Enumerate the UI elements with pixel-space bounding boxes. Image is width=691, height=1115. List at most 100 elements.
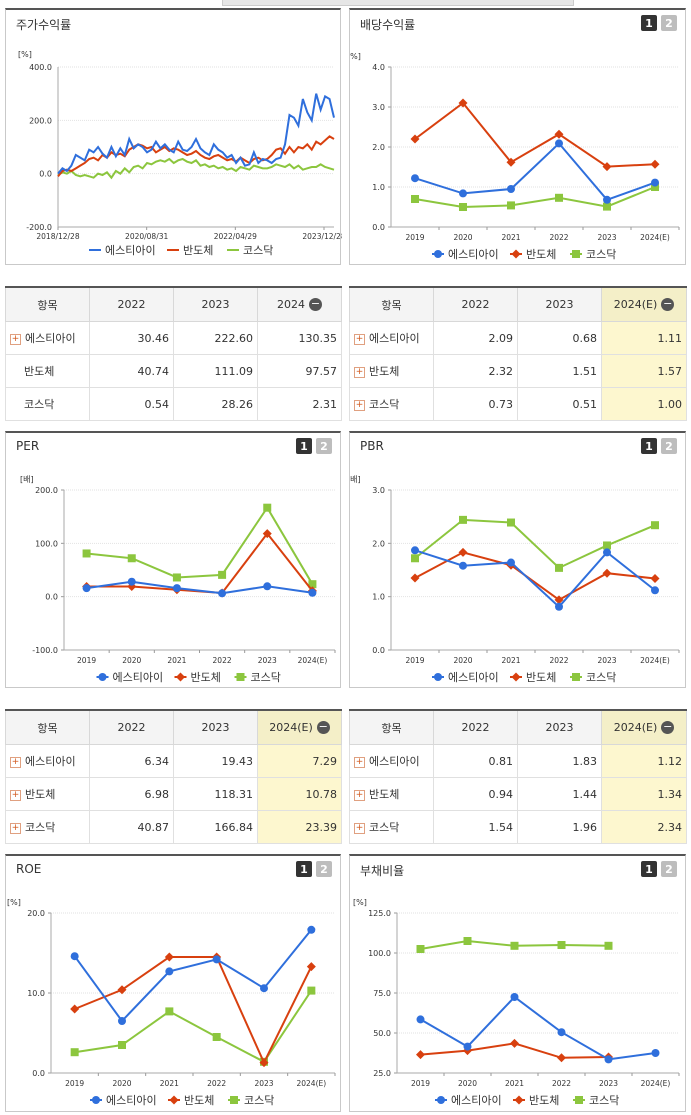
data-point: [459, 189, 467, 198]
header-2022: 2022: [433, 709, 518, 745]
data-point: [651, 586, 659, 595]
x-tick-label: 2022: [213, 656, 232, 665]
expand-icon[interactable]: +: [10, 789, 21, 801]
header-2024e: 2024(E) −: [601, 286, 687, 322]
page-2-button[interactable]: 2: [661, 438, 677, 454]
row-label: 반도체: [24, 365, 55, 378]
row-label: 코스닥: [369, 398, 400, 411]
y-tick-label: 0.0: [372, 646, 385, 655]
data-point: [260, 984, 268, 993]
legend-label: 반도체: [526, 248, 556, 261]
panel-title: 배당수익률: [360, 18, 416, 32]
expand-icon[interactable]: +: [354, 789, 365, 801]
data-point: [308, 588, 317, 597]
row-name[interactable]: + 코스닥: [349, 810, 434, 844]
table-row: + 에스티아이 0.81 1.83 1.12: [349, 744, 687, 778]
x-tick-label: 2019: [65, 1079, 84, 1088]
collapse-icon[interactable]: −: [661, 297, 675, 312]
data-point: [507, 201, 515, 210]
data-point: [218, 589, 227, 598]
data-point: [165, 1007, 174, 1016]
data-point: [555, 139, 563, 148]
row-label: 코스닥: [24, 398, 55, 411]
legend-label: 에스티아이: [105, 244, 156, 257]
page-2-button[interactable]: 2: [316, 438, 332, 454]
series-line: [414, 186, 656, 209]
page-2-button[interactable]: 2: [661, 15, 677, 31]
row-name[interactable]: + 반도체: [349, 777, 434, 811]
legend-label: 코스닥: [251, 671, 281, 684]
row-label: 에스티아이: [369, 332, 420, 345]
row-name[interactable]: + 코스닥: [5, 810, 90, 844]
expand-icon[interactable]: +: [10, 822, 21, 834]
collapse-icon[interactable]: −: [309, 297, 322, 312]
expand-icon[interactable]: +: [10, 333, 21, 345]
row-name[interactable]: + 반도체: [349, 354, 434, 388]
data-point: [263, 582, 272, 591]
page-1-button[interactable]: 1: [641, 15, 657, 31]
data-point: [572, 250, 580, 258]
page-1-button[interactable]: 1: [641, 438, 657, 454]
series-line: [86, 580, 313, 595]
data-point: [165, 967, 174, 976]
collapse-icon[interactable]: −: [661, 720, 675, 735]
x-tick-label: 2019: [77, 656, 96, 665]
top-strip: [222, 0, 574, 6]
series-line: [414, 518, 656, 570]
unit-label: [배]: [350, 475, 361, 484]
cell: 6.34: [89, 744, 174, 778]
expand-icon[interactable]: +: [10, 756, 21, 768]
expand-icon[interactable]: +: [354, 333, 365, 345]
cell: 1.54: [433, 810, 518, 844]
y-tick-label: 2.0: [372, 143, 385, 152]
series-line: [414, 141, 656, 201]
header-2023: 2023: [173, 286, 258, 322]
data-point: [651, 183, 659, 191]
x-tick-label: 2022: [552, 1079, 571, 1088]
cell: 1.57: [601, 354, 687, 388]
row-name[interactable]: + 반도체: [5, 777, 90, 811]
x-tick-label: 2020: [453, 656, 472, 665]
cell: 130.35: [257, 321, 342, 355]
page-2-button[interactable]: 2: [661, 861, 677, 877]
row-name[interactable]: + 에스티아이: [5, 321, 90, 355]
expand-icon[interactable]: +: [354, 756, 365, 768]
data-point: [70, 1048, 79, 1057]
expand-icon[interactable]: +: [354, 822, 365, 834]
x-tick-label: 2021: [501, 656, 520, 665]
x-tick-label: 2023: [597, 233, 616, 242]
y-tick-label: 50.0: [373, 1029, 391, 1038]
panel-title: 부채비율: [360, 864, 405, 878]
legend-label: 코스닥: [586, 248, 616, 261]
y-tick-label: -200.0: [26, 223, 52, 232]
data-point: [514, 1095, 524, 1105]
row-name[interactable]: + 에스티아이: [349, 744, 434, 778]
cell: 23.39: [257, 810, 342, 844]
x-tick-label: 2024(E): [641, 1079, 671, 1088]
expand-icon[interactable]: +: [354, 366, 365, 378]
row-name[interactable]: + 코스닥: [349, 387, 434, 421]
legend-label: 반도체: [529, 1094, 559, 1107]
page-1-button[interactable]: 1: [641, 861, 657, 877]
collapse-icon[interactable]: −: [316, 720, 330, 735]
page-1-button[interactable]: 1: [296, 861, 312, 877]
row-name[interactable]: + 에스티아이: [5, 744, 90, 778]
data-point: [306, 962, 316, 972]
row-name[interactable]: + 에스티아이: [349, 321, 434, 355]
unit-label: [%]: [7, 898, 21, 907]
page-1-button[interactable]: 1: [296, 438, 312, 454]
x-tick-label: 2020: [122, 656, 141, 665]
page-2-button[interactable]: 2: [316, 861, 332, 877]
x-tick-label: 2024(E): [640, 656, 670, 665]
data-point: [458, 547, 468, 557]
data-point: [411, 195, 419, 203]
x-tick-label: 2021: [505, 1079, 524, 1088]
data-point: [458, 98, 468, 108]
expand-icon[interactable]: +: [354, 399, 365, 411]
cell: 1.34: [601, 777, 687, 811]
cell: 0.94: [433, 777, 518, 811]
header-2023: 2023: [517, 286, 602, 322]
y-tick-label: 0.0: [372, 223, 385, 232]
cell: 19.43: [173, 744, 258, 778]
